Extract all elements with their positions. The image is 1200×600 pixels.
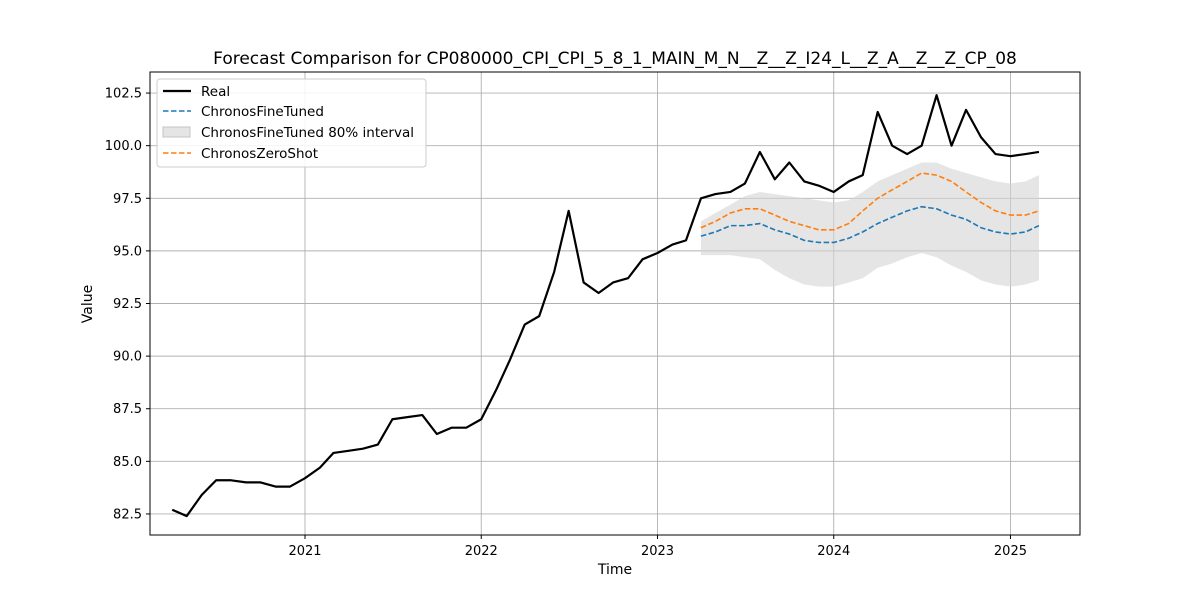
chart-title: Forecast Comparison for CP080000_CPI_CPI… [213, 49, 1017, 69]
grid [150, 72, 1080, 535]
y-tick-label: 100.0 [105, 139, 142, 154]
legend-label: ChronosZeroShot [201, 146, 318, 162]
x-tick-label: 2021 [288, 544, 321, 559]
y-tick-label: 95.0 [113, 244, 142, 259]
legend-label: ChronosFineTuned 80% interval [201, 125, 414, 141]
x-tick-label: 2023 [641, 544, 674, 559]
legend-swatch-interval [162, 126, 191, 138]
axis-ticks: 2021 2022 2023 2024 2025 82.5 85.0 87.5 90.0 92.5… [105, 87, 1027, 559]
finetuned-80-interval-band [700, 162, 1039, 287]
y-axis-title: Value [80, 285, 96, 323]
y-tick-label: 85.0 [113, 455, 142, 470]
y-tick-label: 97.5 [113, 192, 142, 207]
y-tick-label: 92.5 [113, 297, 142, 312]
y-tick-label: 90.0 [113, 350, 142, 365]
legend-box [156, 78, 427, 168]
series-lines-layer [171, 94, 1040, 518]
x-tick-label: 2024 [817, 544, 850, 559]
legend: Real ChronosFineTuned ChronosFineTuned 80%… [156, 78, 427, 168]
x-tick-label: 2022 [465, 544, 498, 559]
legend-label: Real [201, 84, 230, 100]
chronoszeroshot-series-line [700, 172, 1040, 231]
y-tick-label: 102.5 [105, 87, 142, 102]
chronosfinetuned-series-line [700, 205, 1040, 244]
y-tick-label: 87.5 [113, 402, 142, 417]
x-axis-title: Time [597, 562, 632, 578]
interval-band-layer [700, 162, 1039, 287]
real-series-line [171, 94, 1040, 518]
x-tick-label: 2025 [994, 544, 1027, 559]
legend-label: ChronosFineTuned [201, 104, 324, 120]
y-tick-label: 82.5 [113, 507, 142, 522]
